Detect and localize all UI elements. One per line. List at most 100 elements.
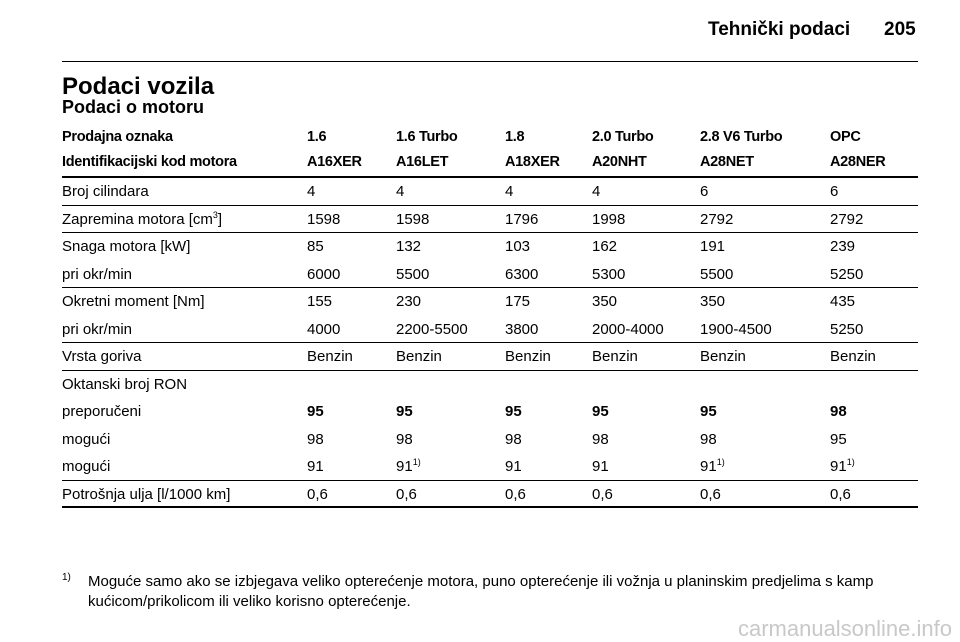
cell: 4: [505, 183, 514, 200]
row-label: preporučeni: [62, 403, 142, 420]
row-rule: [62, 205, 918, 206]
cell: 5500: [700, 265, 734, 283]
row-label: mogući: [62, 430, 111, 448]
column-header: OPC: [830, 129, 861, 145]
subtitle: Podaci o motoru: [62, 97, 205, 117]
row-label: mogući: [62, 458, 111, 475]
cell: 91: [592, 458, 609, 475]
cell-text: Zapremina motora [cm: [62, 210, 213, 228]
footnote-ref: 1): [412, 457, 421, 467]
row-rule: [62, 287, 918, 288]
cell-text: 91: [396, 458, 413, 475]
cell: 85: [307, 238, 324, 255]
column-header: A28NER: [830, 154, 886, 170]
row-rule: [62, 506, 918, 508]
column-header: 2.0 Turbo: [592, 129, 654, 145]
column-header: 1.6 Turbo: [396, 129, 458, 145]
footnote-ref: 1): [716, 457, 725, 467]
column-header: A16LET: [396, 154, 449, 170]
cell: 98: [505, 430, 522, 448]
cell: 95: [592, 403, 609, 420]
cell: 435: [830, 293, 856, 310]
footnote-ref: 1): [846, 457, 855, 467]
cell: Benzin: [830, 348, 876, 365]
column-header: A18XER: [505, 154, 560, 170]
cell: 5250: [830, 265, 864, 283]
column-header: 1.6: [307, 129, 327, 145]
page-number: 205: [884, 19, 916, 40]
cell: Benzin: [592, 348, 638, 365]
row-label: Vrsta goriva: [62, 348, 142, 365]
cell: 95: [505, 403, 522, 420]
cell: 98: [307, 430, 324, 448]
row-rule: [62, 370, 918, 371]
cell: 4: [592, 183, 601, 200]
cell: 5250: [830, 320, 864, 338]
cell: 1598: [307, 210, 341, 228]
cell: 4: [396, 183, 405, 200]
watermark: carmanualsonline.info: [737, 616, 952, 641]
cell: 0,6: [830, 485, 851, 503]
column-header: A28NET: [700, 154, 754, 170]
cell: 98: [700, 430, 717, 448]
footnote-ref: 3: [212, 209, 218, 220]
footnote-mark: 1): [62, 572, 71, 583]
cell: 5500: [396, 265, 430, 283]
cell: 5300: [592, 265, 626, 283]
cell: 95: [700, 403, 717, 420]
cell: 4: [307, 183, 316, 200]
cell: 1998: [592, 210, 626, 228]
cell-text: ]: [217, 210, 223, 228]
cell: 175: [505, 293, 531, 310]
cell: 0,6: [700, 485, 721, 503]
cell: 1598: [396, 210, 430, 228]
row-label: pri okr/min: [62, 320, 133, 338]
cell: 239: [830, 238, 856, 255]
row-label: Zapremina motora [cm3]: [62, 209, 223, 228]
cell: Benzin: [396, 348, 442, 365]
cell: 98: [830, 403, 847, 420]
cell: 0,6: [592, 485, 613, 503]
footnote-text: kućicom/prikolicom ili veliko korisno op…: [88, 593, 411, 610]
cell: 6000: [307, 265, 341, 283]
column-header: Prodajna oznaka: [62, 129, 173, 145]
row-label: Broj cilindara: [62, 183, 149, 200]
cell: 91: [307, 458, 324, 475]
column-header: 2.8 V6 Turbo: [700, 129, 783, 145]
cell: 0,6: [396, 485, 417, 503]
footnote-text: Moguće samo ako se izbjegava veliko opte…: [88, 573, 874, 590]
cell: 4000: [307, 320, 341, 338]
title: Podaci vozila: [62, 73, 215, 100]
cell: 350: [700, 293, 726, 310]
cell: 95: [307, 403, 324, 420]
cell: 6300: [505, 265, 539, 283]
cell: 95: [830, 430, 847, 448]
cell-text: 91: [830, 458, 847, 475]
row-label: Okretni moment [Nm]: [62, 293, 205, 310]
row-label: pri okr/min: [62, 265, 133, 283]
cell: 350: [592, 293, 618, 310]
cell: 91: [505, 458, 522, 475]
cell: 1796: [505, 210, 539, 228]
row-rule: [62, 480, 918, 481]
table-rule: [62, 176, 918, 178]
cell: 911): [830, 457, 855, 476]
section-title: Tehnički podaci: [708, 19, 851, 40]
header-rule: [62, 61, 918, 62]
cell: 0,6: [307, 485, 328, 503]
cell: 0,6: [505, 485, 526, 503]
row-label: Oktanski broj RON: [62, 375, 188, 393]
cell: 2792: [830, 210, 864, 228]
cell: 191: [700, 238, 726, 255]
column-header: Identifikacijski kod motora: [62, 154, 237, 170]
cell: 98: [592, 430, 609, 448]
cell: 162: [592, 238, 618, 255]
cell: 132: [396, 238, 422, 255]
column-header: A20NHT: [592, 154, 647, 170]
cell: 230: [396, 293, 422, 310]
row-rule: [62, 232, 918, 233]
cell: 1900-4500: [700, 320, 772, 338]
cell: 95: [396, 403, 413, 420]
cell: 98: [396, 430, 413, 448]
